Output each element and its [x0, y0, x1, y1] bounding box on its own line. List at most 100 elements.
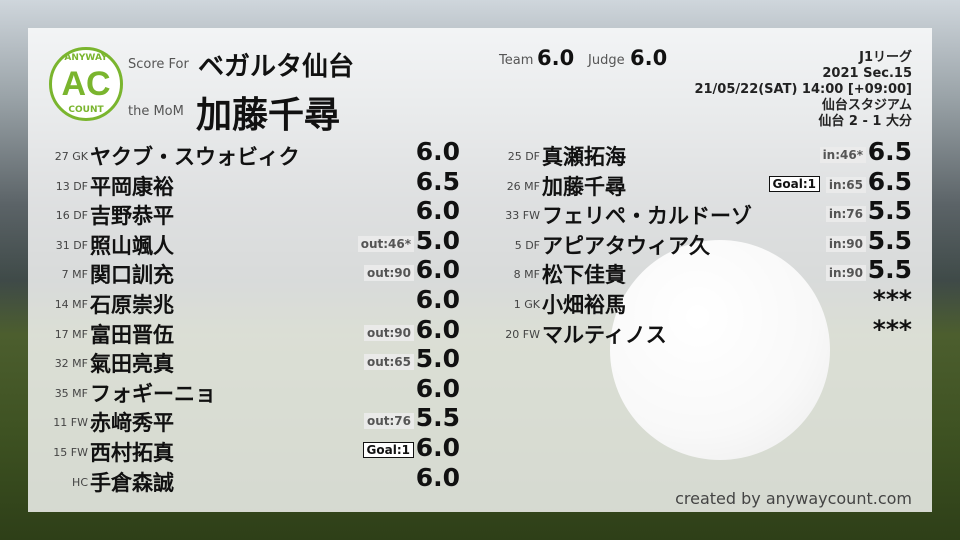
player-name: アピアタウィア久	[542, 233, 710, 258]
player-score: 5.0	[415, 344, 460, 374]
player-position: 32 MF	[54, 357, 88, 371]
judge-score: 6.0	[630, 46, 668, 70]
player-score: 6.0	[415, 196, 460, 226]
player-row: 26 MF 加藤千尋 6.5 in:65 Goal:1	[482, 167, 912, 200]
substitution-tag: in:90	[825, 265, 866, 282]
match-info: J1リーグ 2021 Sec.15 21/05/22(SAT) 14:00 [+…	[694, 50, 912, 130]
player-name: 氣田亮真	[90, 352, 174, 377]
team-score-label: Team	[499, 53, 534, 68]
player-score: 5.5	[867, 255, 912, 285]
player-row: 25 DF 真瀬拓海 6.5 in:46*	[482, 137, 912, 170]
player-row: 27 GK ヤクブ・スウォビィク 6.0	[30, 137, 460, 170]
player-name: 手倉森誠	[90, 470, 174, 495]
logo-text-bottom: COUNT	[68, 105, 104, 115]
player-position: 13 DF	[55, 179, 88, 193]
player-row: 15 FW 西村拓真 6.0 Goal:1	[30, 433, 460, 466]
player-name: フォギーニョ	[90, 381, 216, 406]
logo-text-main: AC	[61, 64, 111, 103]
player-score: ***	[872, 314, 912, 344]
player-position: 7 MF	[61, 268, 88, 282]
player-row: 14 MF 石原崇兆 6.0	[30, 285, 460, 318]
player-position: 14 MF	[54, 298, 88, 311]
player-row: 20 FW マルティノス ***	[482, 315, 912, 348]
player-score: 6.0	[415, 285, 460, 314]
player-name: 小畑裕馬	[542, 293, 626, 317]
substitution-tag: out:46*	[357, 235, 414, 252]
player-name: ヤクブ・スウォビィク	[90, 145, 300, 169]
judge-score-label: Judge	[588, 53, 625, 68]
player-row: 31 DF 照山颯人 5.0 out:46*	[30, 226, 460, 259]
substitution-tag: out:65	[363, 354, 414, 371]
credit: created by anywaycount.com	[675, 489, 912, 508]
player-position: 27 GK	[54, 150, 88, 163]
player-score: 5.5	[867, 196, 912, 226]
player-position: 35 MF	[54, 386, 88, 400]
venue: 仙台スタジアム	[821, 98, 912, 113]
mom-label: the MoM	[128, 104, 184, 119]
player-row: 33 FW フェリペ・カルドーゾ 5.5 in:76	[482, 196, 912, 229]
player-position: 11 FW	[53, 416, 88, 430]
player-name: マルティノス	[542, 322, 667, 347]
player-score: ***	[872, 285, 912, 314]
player-row: 32 MF 氣田亮真 5.0 out:65	[30, 344, 460, 377]
goal-badge: Goal:1	[362, 442, 414, 458]
player-position: 26 MF	[506, 179, 540, 193]
player-row: HC 手倉森誠 6.0	[30, 463, 460, 496]
league: J1リーグ	[859, 50, 912, 65]
player-row: 1 GK 小畑裕馬 ***	[482, 285, 912, 318]
player-row: 16 DF 吉野恭平 6.0	[30, 196, 460, 229]
player-row: 8 MF 松下佳貴 5.5 in:90	[482, 255, 912, 288]
player-name: 平岡康裕	[90, 174, 174, 199]
player-position: 15 FW	[53, 446, 88, 459]
player-score: 5.0	[415, 225, 460, 255]
player-score: 6.0	[415, 373, 460, 403]
section: 2021 Sec.15	[822, 66, 912, 81]
player-name: 石原崇兆	[90, 293, 174, 317]
player-name: 西村拓真	[90, 441, 174, 465]
player-position: 31 DF	[55, 238, 88, 252]
result: 仙台 2 - 1 大分	[818, 114, 912, 129]
datetime: 21/05/22(SAT) 14:00 [+09:00]	[694, 82, 912, 97]
player-name: 富田晋伍	[90, 322, 174, 347]
player-score: 5.5	[415, 403, 460, 433]
anywaycount-logo: ANYWAY AC COUNT	[49, 47, 123, 121]
player-position: 20 FW	[505, 327, 540, 341]
player-score: 6.0	[415, 255, 460, 285]
player-name: 関口訓充	[90, 263, 174, 288]
score-for-label: Score For	[128, 57, 189, 72]
player-position: 25 DF	[507, 150, 540, 163]
player-score: 6.0	[415, 462, 460, 492]
player-row: 7 MF 関口訓充 6.0 out:90	[30, 255, 460, 288]
substitution-tag: in:76	[825, 206, 866, 223]
player-position: 17 MF	[54, 327, 88, 341]
player-score: 5.5	[867, 225, 912, 255]
substitution-tag: out:76	[363, 413, 414, 430]
player-name: 赤﨑秀平	[90, 411, 174, 436]
player-score: 6.0	[415, 314, 460, 344]
player-name: フェリペ・カルドーゾ	[542, 204, 752, 229]
player-row: 35 MF フォギーニョ 6.0	[30, 374, 460, 407]
player-position: 5 DF	[514, 238, 540, 252]
player-position: 33 FW	[505, 209, 540, 223]
player-name: 照山颯人	[90, 233, 174, 258]
player-position: 1 GK	[513, 298, 540, 311]
player-name: 吉野恭平	[90, 204, 174, 229]
player-name: 松下佳貴	[542, 263, 626, 288]
player-row: 11 FW 赤﨑秀平 5.5 out:76	[30, 403, 460, 436]
player-row: 17 MF 富田晋伍 6.0 out:90	[30, 315, 460, 348]
player-position: HC	[72, 475, 88, 489]
player-position: 16 DF	[55, 209, 88, 223]
player-score: 6.5	[867, 166, 912, 196]
substitution-tag: out:90	[363, 324, 414, 341]
player-position: 8 MF	[513, 268, 540, 282]
player-score: 6.0	[415, 137, 460, 166]
substitution-tag: out:90	[363, 265, 414, 282]
score-panel	[28, 28, 932, 512]
player-score: 6.0	[415, 433, 460, 462]
logo-text-top: ANYWAY	[64, 53, 108, 63]
goal-badge: Goal:1	[768, 175, 820, 192]
team-score: 6.0	[537, 46, 575, 70]
player-name: 真瀬拓海	[542, 145, 626, 169]
mom-name: 加藤千尋	[196, 95, 341, 136]
player-score: 6.5	[415, 166, 460, 196]
